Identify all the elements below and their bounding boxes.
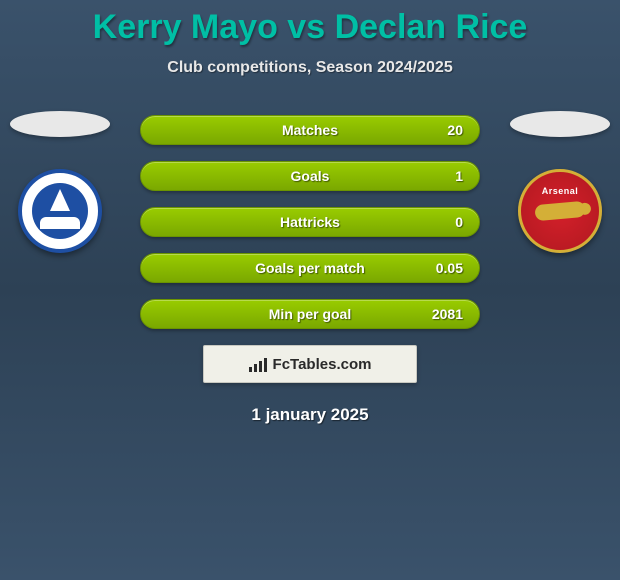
stat-row-mpg: Min per goal 2081 [140,299,480,329]
stat-p2-value: 2081 [431,306,463,322]
stat-row-hattricks: Hattricks 0 [140,207,480,237]
source-badge[interactable]: FcTables.com [203,345,417,383]
stat-rows: Matches 20 Goals 1 Hattricks 0 Goals per… [140,115,480,329]
stat-label: Hattricks [280,214,340,230]
stat-label: Goals [291,168,330,184]
player2-club-crest: Arsenal [518,169,602,253]
stat-p2-value: 0.05 [431,260,463,276]
vs-text: vs [287,8,325,46]
page-title: Kerry Mayo vs Declan Rice [0,0,620,47]
player1-club-crest [18,169,102,253]
stat-p2-value: 0 [431,214,463,230]
stat-p2-value: 1 [431,168,463,184]
stat-row-goals: Goals 1 [140,161,480,191]
stat-p2-value: 20 [431,122,463,138]
cannon-icon [534,201,585,221]
subtitle: Club competitions, Season 2024/2025 [0,59,620,77]
comparison-panel: Arsenal Matches 20 Goals 1 Hattricks 0 G… [0,115,620,425]
player2-name: Declan Rice [335,8,528,46]
player1-name: Kerry Mayo [93,8,278,46]
stat-row-matches: Matches 20 [140,115,480,145]
player2-photo-placeholder [510,111,610,137]
stat-row-gpm: Goals per match 0.05 [140,253,480,283]
bars-icon [249,356,267,372]
source-site: FcTables.com [273,356,372,373]
stat-label: Min per goal [269,306,351,322]
footer-date: 1 january 2025 [0,405,620,425]
player1-photo-placeholder [10,111,110,137]
arsenal-crest-text: Arsenal [542,186,579,196]
brighton-icon [32,183,88,239]
stat-label: Matches [282,122,338,138]
stat-label: Goals per match [255,260,365,276]
